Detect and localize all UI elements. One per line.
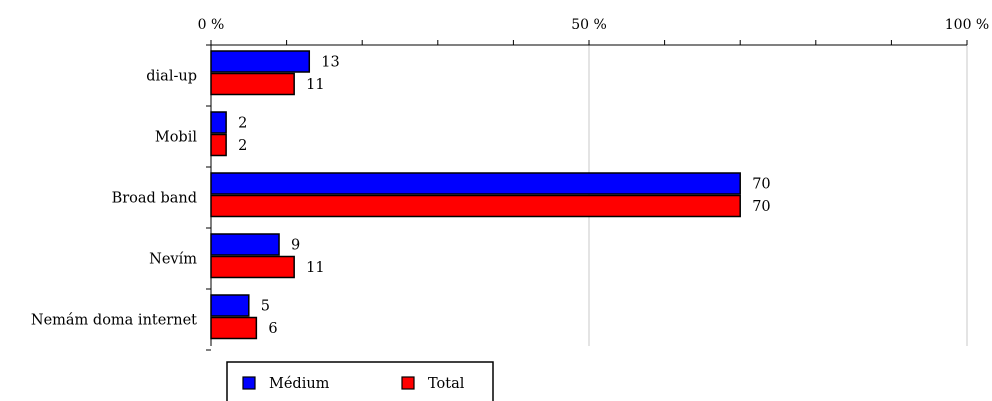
legend-label-1: Total xyxy=(428,376,465,392)
legend-box xyxy=(226,361,494,401)
legend-label-0: Médium xyxy=(269,376,330,392)
bars xyxy=(210,50,741,340)
bar-0-4 xyxy=(210,294,250,317)
legend-swatch-0 xyxy=(242,376,256,390)
legend-swatch-1 xyxy=(401,376,415,390)
x-tick-label-1: 50 % xyxy=(571,17,607,33)
category-label-1: Mobil xyxy=(155,130,197,146)
bar-1-2 xyxy=(210,194,741,218)
value-label-1-1: 2 xyxy=(238,138,247,154)
value-label-0-4: 5 xyxy=(261,299,270,315)
value-label-1-0: 11 xyxy=(306,77,324,93)
bar-1-1 xyxy=(210,133,227,157)
x-tick-label-2: 100 % xyxy=(945,17,989,33)
legend: Médium Total xyxy=(226,361,494,401)
x-tick-label-0: 0 % xyxy=(198,17,225,33)
bar-1-4 xyxy=(210,316,258,340)
value-label-0-2: 70 xyxy=(752,177,770,193)
bar-1-0 xyxy=(210,72,295,96)
bar-0-0 xyxy=(210,50,311,73)
value-label-1-2: 70 xyxy=(752,199,770,215)
labels: 13 11 dial-up 2 2 Mobil 70 70 Broad band 9 11 Nevím… xyxy=(31,17,989,337)
bar-1-3 xyxy=(210,255,295,279)
value-label-0-3: 9 xyxy=(291,238,300,254)
category-label-0: dial-up xyxy=(146,69,197,85)
category-label-2: Broad band xyxy=(112,191,197,207)
axes xyxy=(206,40,968,351)
bar-0-3 xyxy=(210,233,280,256)
category-label-4: Nemám doma internet xyxy=(31,313,197,329)
value-label-0-0: 13 xyxy=(321,55,339,71)
bar-0-1 xyxy=(210,111,227,134)
value-label-1-3: 11 xyxy=(306,260,324,276)
value-label-0-1: 2 xyxy=(238,116,247,132)
value-label-1-4: 6 xyxy=(268,321,277,337)
category-label-3: Nevím xyxy=(149,252,197,268)
bar-0-2 xyxy=(210,172,741,195)
